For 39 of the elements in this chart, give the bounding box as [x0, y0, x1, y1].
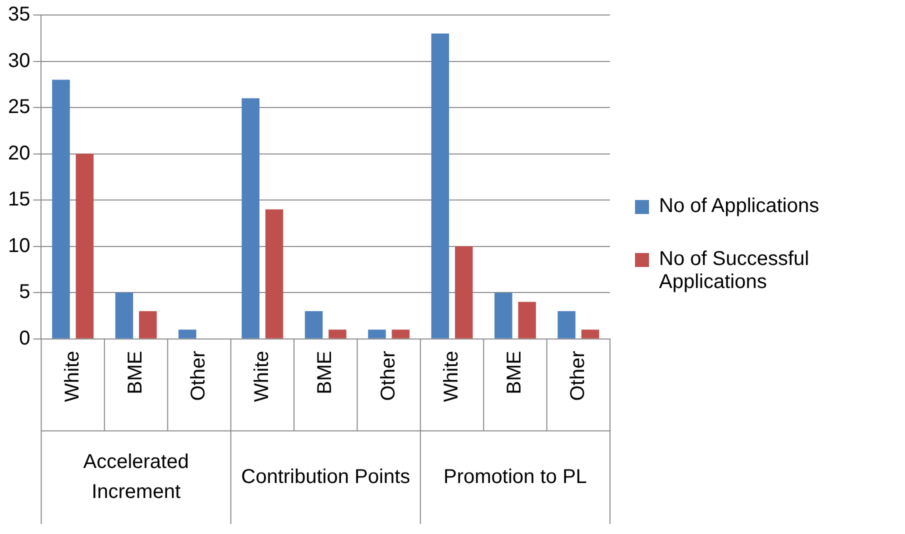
bar — [76, 154, 94, 338]
text: Accelerated Increment — [83, 450, 189, 503]
x-tick-label: White — [61, 350, 84, 402]
legend-label: No of Successful Applications — [659, 248, 810, 294]
bar — [368, 330, 386, 338]
bar — [328, 330, 346, 338]
x-tick-label: BME — [124, 350, 147, 394]
y-tick-label: 10 — [8, 234, 30, 257]
legend-label: No of Applications — [659, 195, 820, 218]
bar — [518, 302, 536, 338]
text: Promotion to PL — [443, 466, 587, 488]
y-tick-label: 35 — [8, 4, 30, 26]
bar — [304, 311, 323, 338]
x-tick-label: Other — [377, 350, 400, 401]
x-tick-label: BME — [504, 350, 526, 394]
y-tick-label: 0 — [19, 327, 30, 350]
x-tick-label: Other — [188, 350, 210, 401]
y-tick-label: 25 — [8, 96, 30, 118]
bar — [392, 330, 410, 338]
x-tick-label: White — [250, 350, 273, 402]
bar — [494, 292, 512, 338]
x-tick-label: White — [440, 350, 463, 402]
bar — [139, 311, 157, 338]
x-tick-label: BME — [314, 350, 336, 394]
bar — [454, 246, 473, 338]
bar — [581, 330, 600, 338]
y-tick-label: 20 — [8, 142, 30, 164]
y-tick-label: 5 — [19, 281, 30, 304]
y-tick-label: 30 — [8, 50, 30, 72]
bar — [115, 292, 134, 338]
y-tick-label: 15 — [8, 188, 30, 211]
x-tick-label: Other — [566, 350, 589, 401]
bar — [265, 209, 284, 338]
text: Contribution Points — [241, 466, 410, 488]
bar — [178, 330, 196, 338]
bar — [431, 34, 450, 338]
bar — [558, 311, 576, 338]
bar — [242, 98, 260, 338]
bar — [52, 80, 70, 338]
